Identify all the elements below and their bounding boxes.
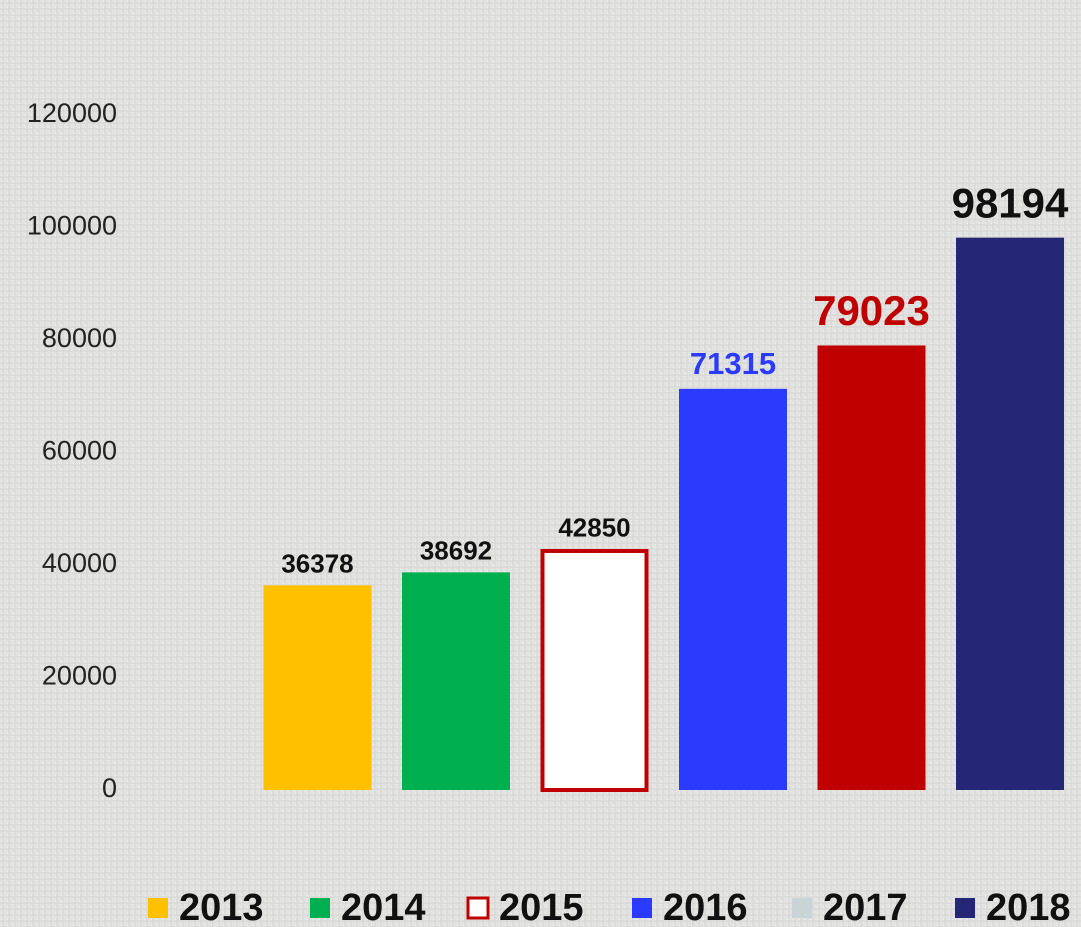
y-tick-label: 100000 — [27, 211, 117, 241]
y-tick-label: 40000 — [42, 548, 117, 578]
legend-label: 2017 — [823, 887, 908, 927]
legend-swatch — [148, 898, 168, 918]
bar — [263, 585, 372, 790]
bar — [817, 345, 926, 790]
y-tick-label: 120000 — [27, 98, 117, 128]
data-label: 71315 — [690, 346, 776, 381]
legend-label: 2016 — [663, 887, 748, 927]
legend-swatch — [955, 898, 975, 918]
legend-label: 2018 — [986, 887, 1071, 927]
data-label: 79023 — [813, 287, 930, 334]
bar — [402, 572, 510, 790]
data-label: 98194 — [952, 179, 1069, 226]
data-label: 36378 — [281, 549, 353, 579]
legend-label: 2015 — [499, 887, 584, 927]
legend-swatch — [632, 898, 652, 918]
legend-swatch — [466, 896, 490, 920]
y-tick-label: 60000 — [42, 436, 117, 466]
legend-label: 2013 — [179, 887, 264, 927]
bar — [540, 548, 649, 792]
bar — [956, 237, 1064, 790]
y-tick-label: 20000 — [42, 661, 117, 691]
bar — [679, 388, 787, 790]
y-tick-label: 80000 — [42, 323, 117, 353]
legend-label: 2014 — [341, 887, 426, 927]
data-label: 38692 — [420, 536, 492, 566]
y-tick-label: 0 — [102, 773, 117, 803]
legend-swatch — [792, 898, 812, 918]
legend-swatch — [310, 898, 330, 918]
data-label: 42850 — [558, 512, 630, 542]
